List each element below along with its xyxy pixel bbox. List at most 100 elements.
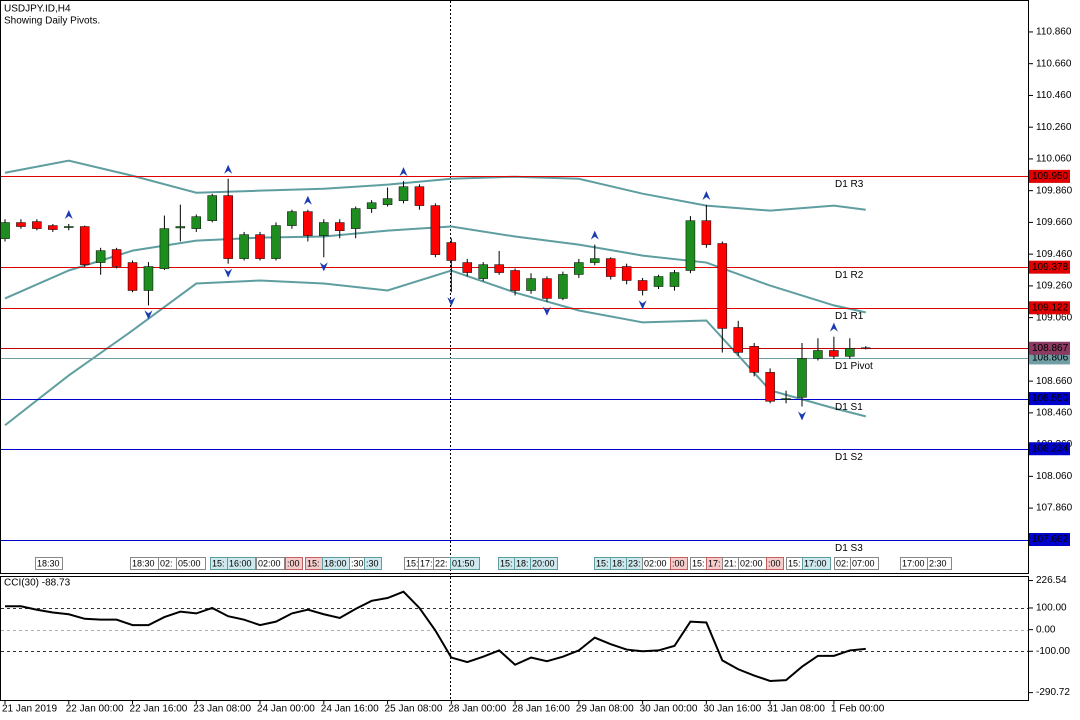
session-label: 17:00 — [902, 558, 925, 568]
candle-body — [653, 276, 664, 287]
candle-body — [16, 222, 26, 227]
candle-body — [685, 220, 696, 271]
candle-body — [733, 327, 743, 353]
candle-body — [287, 211, 297, 226]
session-label: 15: — [788, 558, 801, 568]
y-tick-label: 110.460 — [1036, 90, 1072, 101]
session-label: 18:30 — [37, 558, 60, 568]
y-tick-label: 108.660 — [1036, 376, 1073, 387]
y-tick-label: 100.00 — [1036, 603, 1067, 614]
candle-body — [382, 198, 393, 205]
chart-subtitle: Showing Daily Pivots. — [4, 16, 100, 27]
chart-title: USDJPY.ID,H4 — [4, 4, 71, 15]
candle-body — [494, 264, 504, 273]
candle-body — [95, 250, 106, 263]
candle-body — [765, 372, 775, 402]
price-label: 109.122 — [1032, 302, 1069, 313]
candle-body — [478, 264, 488, 279]
price-label-box — [1029, 442, 1070, 456]
fractal-up — [829, 322, 838, 332]
fractal-up — [224, 164, 233, 174]
x-tick-label: 22 Jan 00:00 — [66, 704, 124, 715]
session-label: 18: — [516, 558, 529, 568]
price-label: 108.550 — [1032, 393, 1069, 404]
y-tick-label: 107.860 — [1036, 503, 1073, 514]
candle-body — [398, 186, 409, 201]
session-label: 02: — [160, 558, 173, 568]
candle-body — [701, 220, 712, 245]
y-tick-label: 109.060 — [1036, 312, 1073, 323]
session-label: 02:00 — [258, 558, 281, 568]
session-label: 16:00 — [229, 558, 252, 568]
session-label: 18:00 — [324, 558, 347, 568]
candle-body — [111, 249, 122, 267]
candle-body — [334, 222, 345, 231]
y-tick-label: 110.860 — [1036, 27, 1072, 38]
candle-body — [0, 222, 10, 239]
price-label-box — [1029, 301, 1070, 315]
y-tick-label: 109.260 — [1036, 281, 1073, 292]
session-label: :30 — [351, 558, 364, 568]
y-tick-label: 110.060 — [1036, 154, 1072, 165]
session-box — [450, 557, 480, 570]
cci-frame — [0, 576, 1029, 701]
session-label: 2:30 — [929, 558, 947, 568]
candle-body — [526, 278, 536, 291]
session-label: 15: — [500, 558, 513, 568]
candle-body — [430, 205, 441, 255]
fractal-up — [64, 209, 73, 219]
y-tick-label: 108.060 — [1036, 471, 1073, 482]
session-box — [35, 557, 63, 570]
candle-body — [605, 258, 616, 277]
fractal-down — [224, 268, 233, 278]
fractal-up — [702, 190, 711, 200]
x-tick-label: 28 Jan 00:00 — [448, 704, 506, 715]
candle-body — [558, 274, 568, 299]
session-label: 22: — [435, 558, 448, 568]
session-label: 01:50 — [452, 558, 475, 568]
x-tick-label: 24 Jan 00:00 — [257, 704, 315, 715]
candle-body — [366, 202, 377, 209]
candle-body — [574, 262, 584, 275]
y-tick-label: 226.54 — [1036, 575, 1067, 586]
candle-body — [637, 280, 648, 291]
x-tick-label: 25 Jan 08:00 — [385, 704, 443, 715]
candle-body — [64, 226, 74, 228]
price-label: 108.867 — [1032, 343, 1069, 354]
candle-body — [861, 347, 871, 350]
candle-body — [303, 211, 313, 236]
candle-body — [542, 278, 552, 299]
candle-body — [749, 346, 759, 373]
fractal-up — [590, 230, 599, 240]
fractal-up — [399, 167, 408, 177]
candle-body — [845, 348, 855, 357]
pivot-name: D1 Pivot — [835, 361, 873, 372]
session-label: 21: — [724, 558, 737, 568]
session-box — [670, 557, 688, 570]
fractal-down — [319, 262, 328, 272]
session-label: 20:00 — [532, 558, 555, 568]
session-label: 05:00 — [178, 558, 201, 568]
x-tick-label: 23 Jan 08:00 — [193, 704, 251, 715]
session-label: 17: — [708, 558, 721, 568]
fractal-down — [447, 297, 456, 307]
candle-body — [590, 258, 600, 263]
y-tick-label: -100.00 — [1036, 646, 1070, 657]
session-label: :30 — [366, 558, 379, 568]
x-tick-label: 29 Jan 08:00 — [576, 704, 634, 715]
candle-body — [829, 350, 839, 357]
pivot-name: D1 S3 — [835, 543, 863, 554]
y-tick-label: 109.460 — [1036, 249, 1073, 260]
session-box — [256, 557, 285, 570]
session-box — [227, 557, 256, 570]
x-tick-label: 28 Jan 16:00 — [512, 704, 570, 715]
candle-body — [223, 195, 233, 259]
candle-body — [350, 208, 361, 229]
price-label: 109.378 — [1032, 262, 1069, 273]
y-tick-label: -290.72 — [1036, 687, 1070, 698]
candle-body — [462, 262, 473, 273]
session-label: 02:00 — [740, 558, 763, 568]
candle-body — [319, 222, 329, 236]
bollinger-band — [4, 225, 866, 314]
